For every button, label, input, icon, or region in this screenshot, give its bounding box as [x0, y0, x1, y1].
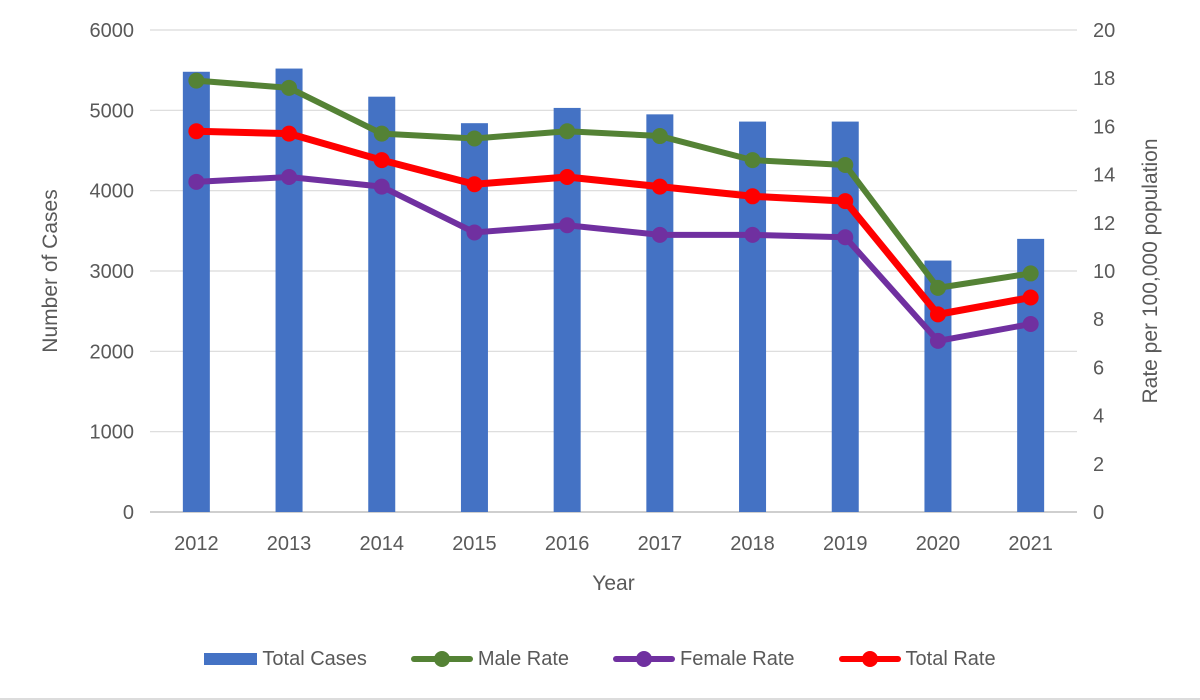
female-rate-point-2021: [1022, 316, 1039, 333]
y-axis-right-tick-label: 20: [1093, 20, 1115, 42]
female-rate-point-2019: [837, 229, 854, 246]
y-axis-left-tick-label: 1000: [90, 422, 135, 444]
male-rate-point-2014: [373, 125, 390, 142]
x-axis-tick-label: 2012: [174, 533, 219, 555]
x-axis-tick-label: 2015: [452, 533, 497, 555]
total-rate-point-2020: [929, 306, 946, 323]
legend-dot-icon: [861, 651, 878, 667]
x-axis-tick-label: 2014: [360, 533, 405, 555]
y-axis-left-tick-label: 5000: [90, 100, 135, 122]
x-axis-tick-label: 2013: [267, 533, 312, 555]
legend-item-female-rate: Female Rate: [613, 648, 795, 671]
bar-total-cases-2019: [831, 121, 859, 512]
male-rate-point-2017: [651, 128, 668, 145]
legend-label: Female Rate: [680, 647, 795, 670]
total-rate-point-2021: [1022, 289, 1039, 306]
chart-legend: Total Cases Male Rate Female Rate Total Rat…: [0, 642, 1200, 676]
y-axis-left-title: Number of Cases: [39, 189, 62, 352]
total-rate-point-2019: [837, 193, 854, 210]
female-rate-point-2013: [281, 169, 298, 186]
y-axis-left-tick-label: 6000: [90, 20, 135, 42]
legend-line-marker-icon: [410, 650, 473, 668]
legend-line-marker-icon: [613, 650, 676, 668]
combo-chart: 0 1000 2000 3000 4000 5000 6000 0 2 4 6 8 10 12 14 16 18…: [39, 20, 1162, 595]
y-axis-left-tick-label: 2000: [90, 341, 135, 363]
total-rate-point-2016: [559, 169, 576, 186]
male-rate-point-2015: [466, 130, 483, 147]
bar-total-cases-2017: [646, 114, 674, 512]
y-axis-right-tick-label: 12: [1093, 213, 1115, 235]
male-rate-point-2021: [1022, 265, 1039, 282]
male-rate-line: [193, 77, 1034, 291]
bar-total-cases-2012: [182, 71, 210, 513]
total-rate-point-2017: [651, 178, 668, 195]
legend-bar-swatch-icon: [204, 653, 258, 665]
x-axis-tick-label: 2018: [730, 533, 775, 555]
legend-label: Total Rate: [905, 647, 996, 670]
legend-label: Total Cases: [262, 647, 367, 670]
y-axis-right-tick-label: 2: [1093, 454, 1104, 476]
male-rate-point-2012: [188, 72, 205, 89]
female-rate-point-2017: [651, 226, 668, 243]
female-rate-point-2016: [559, 217, 576, 234]
bar-total-cases-2013: [275, 68, 303, 512]
bar-total-cases-2018: [739, 121, 767, 512]
x-axis-tick-label: 2020: [916, 533, 961, 555]
y-axis-right-title: Rate per 100,000 population: [1139, 138, 1162, 403]
male-rate-point-2016: [559, 123, 576, 140]
x-axis-tick-label: 2019: [823, 533, 868, 555]
y-axis-right-tick-label: 8: [1093, 309, 1104, 331]
bar-total-cases-2016: [553, 107, 581, 512]
legend-item-male-rate: Male Rate: [410, 647, 570, 671]
male-rate-point-2013: [281, 79, 298, 96]
legend-line-marker-icon: [838, 650, 901, 668]
y-axis-right-tick-label: 14: [1093, 165, 1115, 187]
legend-dot-icon: [433, 651, 450, 667]
total-rate-point-2015: [466, 176, 483, 193]
legend-dot-icon: [636, 651, 653, 667]
x-axis-tick-label: 2016: [545, 533, 590, 555]
male-rate-point-2020: [929, 279, 946, 296]
y-axis-left-tick-label: 3000: [90, 261, 135, 283]
total-rate-point-2018: [744, 188, 761, 205]
total-rate-line: [192, 127, 1035, 318]
y-axis-left-tick-label: 4000: [90, 181, 135, 203]
female-rate-point-2018: [744, 226, 761, 243]
legend-label: Male Rate: [477, 647, 570, 670]
y-axis-right-tick-label: 6: [1093, 357, 1104, 379]
total-rate-point-2013: [281, 125, 298, 142]
total-rate-point-2012: [188, 123, 205, 140]
x-axis-tick-label: 2021: [1008, 533, 1053, 555]
female-rate-point-2014: [373, 178, 390, 195]
x-axis-tick-label: 2017: [638, 533, 683, 555]
male-rate-point-2018: [744, 152, 761, 169]
y-axis-right-tick-label: 4: [1093, 406, 1104, 428]
female-rate-point-2015: [466, 224, 483, 241]
y-axis-right-tick-label: 10: [1093, 261, 1115, 283]
y-axis-right-tick-label: 18: [1093, 68, 1115, 90]
legend-item-total-cases: Total Cases: [204, 648, 367, 671]
female-rate-line: [193, 174, 1034, 344]
x-axis-title: Year: [592, 572, 634, 595]
y-axis-right-tick-label: 16: [1093, 116, 1115, 138]
y-axis-right-tick-label: 0: [1093, 502, 1104, 524]
y-axis-left-tick-label: 0: [123, 502, 134, 524]
bar-total-cases-2021: [1017, 238, 1045, 512]
total-rate-point-2014: [373, 152, 390, 169]
male-rate-point-2019: [837, 156, 854, 173]
female-rate-point-2020: [929, 332, 946, 349]
screenshot-bottom-border: [0, 698, 1200, 700]
female-rate-point-2012: [188, 173, 205, 190]
legend-item-total-rate: Total Rate: [838, 647, 996, 671]
